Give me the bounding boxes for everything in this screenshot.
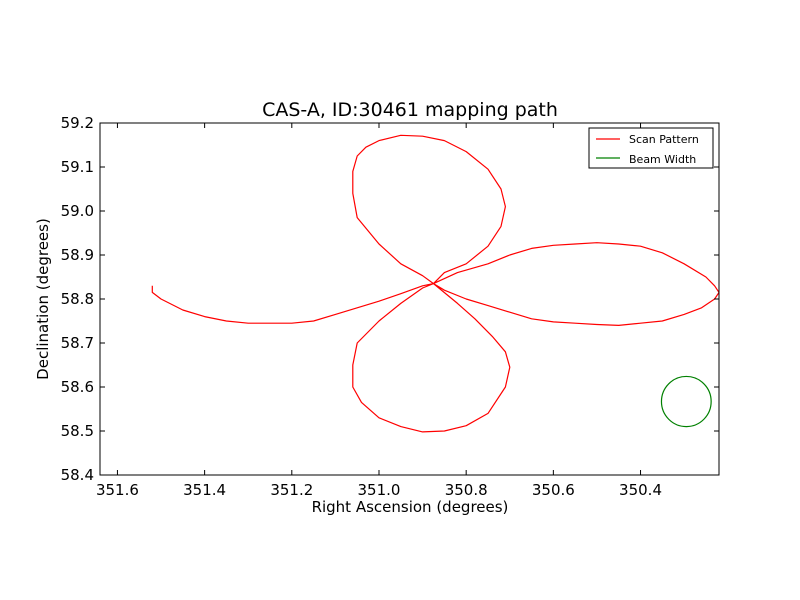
- legend-label-beam-width: Beam Width: [629, 153, 696, 166]
- y-tick-label: 58.5: [61, 422, 94, 440]
- x-tick-label: 350.8: [445, 481, 488, 499]
- y-tick-label: 59.0: [61, 202, 94, 220]
- x-tick-label: 351.6: [96, 481, 139, 499]
- y-tick-label: 58.6: [61, 378, 94, 396]
- y-tick-label: 58.8: [61, 290, 94, 308]
- y-tick-label: 59.2: [61, 114, 94, 132]
- x-tick-label: 350.4: [619, 481, 662, 499]
- y-tick-label: 58.9: [61, 246, 94, 264]
- y-tick-label: 59.1: [61, 158, 94, 176]
- y-tick-label: 58.7: [61, 334, 94, 352]
- y-axis: 58.4 58.5 58.6 58.7 58.8 58.9 59.0 59.1 59.2: [61, 114, 719, 484]
- x-tick-label: 351.2: [270, 481, 313, 499]
- x-axis: 351.6 351.4 351.2 351.0 350.8 350.6 350.4: [96, 123, 662, 499]
- x-tick-label: 351.4: [183, 481, 226, 499]
- legend: Scan Pattern Beam Width: [588, 127, 714, 169]
- legend-label-scan-pattern: Scan Pattern: [629, 133, 699, 146]
- x-tick-label: 350.6: [532, 481, 575, 499]
- scan-pattern-line: [151, 134, 719, 433]
- beam-width-circle: [660, 375, 712, 428]
- y-axis-label: Declination (degrees): [34, 218, 52, 380]
- y-tick-label: 58.4: [61, 466, 94, 484]
- x-tick-label: 351.0: [358, 481, 401, 499]
- chart-title: CAS-A, ID:30461 mapping path: [262, 99, 558, 121]
- x-axis-label: Right Ascension (degrees): [312, 498, 509, 516]
- plot-frame: [99, 122, 720, 476]
- legend-box: [588, 127, 714, 169]
- plot-area: [151, 134, 719, 433]
